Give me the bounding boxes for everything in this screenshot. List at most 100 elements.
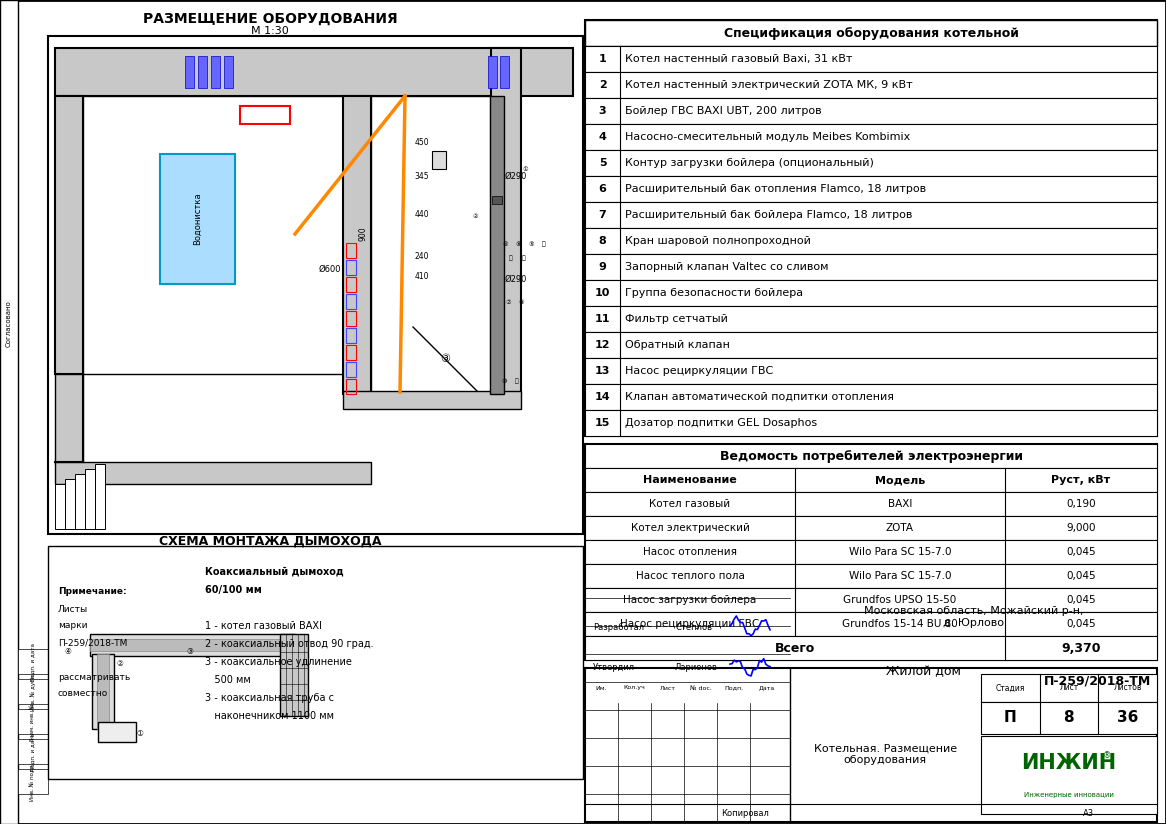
Text: 240: 240 [415,251,429,260]
Text: Контур загрузки бойлера (опциональный): Контур загрузки бойлера (опциональный) [625,158,873,168]
Bar [97,654,108,729]
Text: 0,045: 0,045 [1066,571,1096,581]
Text: Примечание:: Примечание: [58,588,127,597]
Text: Утвердил: Утвердил [593,662,635,672]
Bar [585,332,1157,358]
Text: 3 - коаксиальное удлинение: 3 - коаксиальное удлинение [205,657,352,667]
Bar [92,654,114,729]
Text: 14: 14 [595,392,610,402]
Text: Grundfos 15-14 BU 80: Grundfos 15-14 BU 80 [842,619,958,629]
Circle shape [59,642,77,660]
Text: Согласовано: Согласовано [6,301,12,348]
Bar [585,254,1157,280]
Text: 7: 7 [598,210,606,220]
Text: 8: 8 [1063,710,1074,725]
Text: совместно: совместно [58,690,108,699]
Bar [371,96,491,394]
Text: Ведомость потребителей электроэнергии: Ведомость потребителей электроэнергии [719,450,1023,462]
Bar [346,243,356,258]
Text: ⑬: ⑬ [515,378,519,384]
Bar [585,20,1157,46]
Circle shape [498,236,513,251]
Text: Насосно-смесительный модуль Meibes Kombimix: Насосно-смесительный модуль Meibes Kombi… [625,132,911,142]
Circle shape [181,642,199,660]
Bar [489,56,497,88]
Text: Бойлер ГВС BAXI UBT, 200 литров: Бойлер ГВС BAXI UBT, 200 литров [625,106,822,116]
Text: 345: 345 [415,171,429,180]
Bar [431,151,447,169]
Bar [981,736,1157,814]
Bar [0,0,17,824]
Text: 4: 4 [598,132,606,142]
Bar [83,96,343,374]
Circle shape [524,236,539,251]
Bar [585,124,1157,150]
Text: Листы: Листы [58,605,89,614]
Text: Московская область, Можайский р-н,
д. Юрлово: Московская область, Можайский р-н, д. Юр… [864,606,1083,628]
Text: 12: 12 [595,340,610,350]
Text: ⑭: ⑭ [510,255,513,261]
Bar [55,48,573,96]
Bar [17,649,48,674]
Bar [585,444,1157,660]
Bar [85,469,94,529]
Text: 15: 15 [595,418,610,428]
Text: 36: 36 [1117,710,1138,725]
Bar [585,636,1157,660]
Text: Взам. инв. №: Взам. инв. № [30,704,35,741]
Bar [491,48,521,394]
Bar [17,769,48,794]
Text: ③: ③ [440,354,450,364]
Bar [585,176,1157,202]
Bar [500,56,510,88]
Bar [55,96,83,374]
Text: ⑧: ⑧ [515,241,521,246]
Bar [585,564,1157,588]
Bar [185,56,194,88]
Bar [55,374,83,464]
Bar [585,98,1157,124]
Text: Инв. № подл.: Инв. № подл. [30,763,36,801]
Text: Ø290: Ø290 [505,171,527,180]
Bar [343,391,521,409]
Text: Фильтр сетчатый: Фильтр сетчатый [625,314,728,324]
Text: Wilo Para SC 15-7.0: Wilo Para SC 15-7.0 [849,547,951,557]
Circle shape [536,236,552,251]
Text: ⑪: ⑪ [542,241,546,247]
Text: Лист: Лист [1059,683,1079,692]
Text: М 1:30: М 1:30 [251,26,289,36]
Bar [94,464,105,529]
Text: № doc.: № doc. [689,686,711,691]
Text: РАЗМЕЩЕНИЕ ОБОРУДОВАНИЯ: РАЗМЕЩЕНИЕ ОБОРУДОВАНИЯ [142,12,398,26]
Text: ИНЖИН: ИНЖИН [1021,753,1117,773]
Bar [585,280,1157,306]
Text: Дата: Дата [758,686,774,691]
Text: ZOTA: ZOTA [886,523,914,533]
Text: Копировал: Копировал [722,808,770,817]
Text: 9: 9 [598,262,606,272]
Circle shape [518,162,533,176]
Text: ①: ① [136,728,143,737]
Text: ④: ④ [503,241,508,246]
Bar [585,358,1157,384]
Text: 900: 900 [358,227,367,241]
Text: ⑤: ⑤ [528,241,534,246]
Bar [346,260,356,275]
Text: Ларионов: Ларионов [675,662,718,672]
Text: ®: ® [1103,751,1111,760]
Bar [55,462,371,484]
Text: ②: ② [117,659,124,668]
Bar [981,702,1157,734]
Text: Котел электрический: Котел электрический [631,523,750,533]
Circle shape [510,373,525,388]
Text: 2 - коаксиальный отвод 90 град.: 2 - коаксиальный отвод 90 град. [205,639,373,649]
Text: ⑦: ⑦ [505,299,511,305]
Text: СХЕМА МОНТАЖА ДЫМОХОДА: СХЕМА МОНТАЖА ДЫМОХОДА [159,535,381,547]
Bar [585,72,1157,98]
Bar [240,106,290,124]
Text: Руст, кВт: Руст, кВт [1052,475,1111,485]
Text: ②: ② [472,213,478,218]
Bar [343,96,371,394]
Bar [346,379,356,394]
Bar [17,679,48,704]
